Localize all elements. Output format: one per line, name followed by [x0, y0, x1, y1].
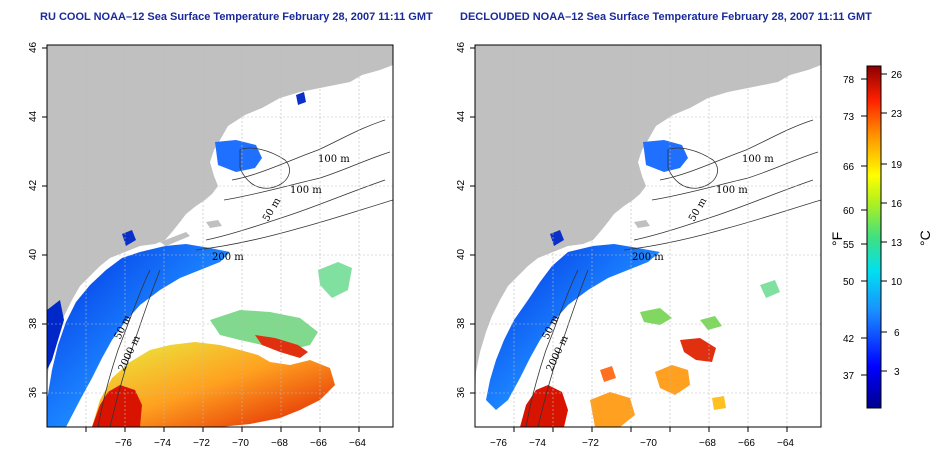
- celsius-tick-label: 3: [894, 367, 900, 378]
- contour-label: 50 m: [261, 196, 283, 224]
- x-tick-label: −70: [640, 438, 657, 449]
- sst-eddy-red: [255, 335, 308, 358]
- sst-warm-patch: [600, 366, 616, 382]
- y-tick-label: 44: [456, 110, 467, 122]
- x-tick-label: −64: [349, 438, 366, 449]
- fahrenheit-tick-label: 73: [843, 112, 855, 123]
- left-x-axis: −76 −74 −72 −70 −68 −66 −64: [85, 427, 366, 449]
- sst-small-blue-w: [550, 230, 564, 246]
- celsius-tick-label: 26: [891, 70, 903, 81]
- sst-gom-patch: [215, 140, 262, 172]
- fahrenheit-tick-label: 66: [843, 162, 855, 173]
- sst-small-blue-w: [122, 230, 136, 246]
- x-tick-label: −76: [490, 438, 507, 449]
- x-tick-label: −66: [310, 438, 327, 449]
- celsius-tick-label: 19: [891, 160, 903, 171]
- sst-gom-patch: [643, 140, 688, 172]
- fahrenheit-tick-label: 60: [843, 206, 855, 217]
- bathymetry-contours: [525, 119, 821, 427]
- contour-label: 100 m: [716, 185, 748, 196]
- fahrenheit-tick-label: 50: [843, 277, 855, 288]
- fahrenheit-tick-label: 42: [843, 334, 855, 345]
- y-tick-label: 36: [456, 386, 467, 398]
- celsius-tick-label: 13: [891, 238, 903, 249]
- right-map-frame: [474, 44, 822, 428]
- color-scale-bar: 78 73 66 60 55 50 42 37 26 23 19 16 13 1…: [829, 65, 933, 409]
- x-tick-label: −66: [738, 438, 755, 449]
- x-tick-label: −72: [582, 438, 599, 449]
- x-tick-label: −74: [154, 438, 171, 449]
- left-y-axis: 36 38 40 42 44 46: [28, 41, 47, 398]
- sst-chesapeake-cold: [47, 300, 64, 370]
- land-mass: [475, 45, 821, 400]
- y-tick-label: 40: [28, 248, 39, 260]
- celsius-tick-label: 16: [891, 199, 903, 210]
- x-tick-label: −74: [529, 438, 546, 449]
- sst-eddy-green: [210, 310, 318, 350]
- x-tick-label: −64: [777, 438, 794, 449]
- right-x-axis: −76 −74 −72 −70 −68 −66 −64: [490, 427, 794, 449]
- y-tick-label: 46: [456, 41, 467, 53]
- island-nantucket: [634, 220, 650, 228]
- contour-label: 200 m: [212, 252, 244, 263]
- y-tick-label: 42: [28, 179, 39, 191]
- sst-warm-core: [92, 385, 142, 427]
- left-map-frame: [46, 44, 394, 428]
- fahrenheit-tick-label: 78: [843, 75, 855, 86]
- sst-eddy-red: [680, 338, 716, 362]
- sst-gulfstream-warm: [92, 342, 335, 427]
- island-nantucket: [206, 220, 222, 228]
- contour-label: 200 m: [632, 252, 664, 263]
- grid-lines: [47, 45, 393, 427]
- y-tick-label: 44: [28, 110, 39, 122]
- x-tick-label: −68: [271, 438, 288, 449]
- sst-coastal-cold: [47, 244, 230, 427]
- island-longisland: [160, 232, 190, 246]
- fahrenheit-unit-label: °F: [829, 232, 845, 246]
- contour-label: 100 m: [742, 154, 774, 165]
- sst-warm-patch: [712, 396, 726, 410]
- sst-warm-patch: [655, 365, 690, 395]
- right-map-panel: 100 m 100 m 50 m 200 m 50 m 2000 m −76 −…: [456, 41, 822, 449]
- right-y-axis: 36 38 40 42 44 46: [456, 41, 475, 398]
- y-tick-label: 38: [28, 317, 39, 329]
- grid-lines: [475, 45, 821, 427]
- sst-eddy-green: [700, 316, 722, 330]
- right-panel-title: DECLOUDED NOAA–12 Sea Surface Temperatur…: [460, 11, 872, 23]
- sst-eddy-green: [640, 308, 672, 325]
- fahrenheit-tick-label: 37: [843, 371, 855, 382]
- left-map-panel: 100 m 100 m 50 m 200 m 50 m 2000 m −76 −…: [28, 41, 394, 449]
- land-mass: [47, 45, 393, 400]
- y-tick-label: 40: [456, 248, 467, 260]
- left-panel-title: RU COOL NOAA–12 Sea Surface Temperature …: [40, 11, 433, 23]
- sst-small-blue-nw: [296, 92, 306, 105]
- x-tick-label: −76: [115, 438, 132, 449]
- y-tick-label: 46: [28, 41, 39, 53]
- sst-offshore-patch: [760, 280, 780, 298]
- x-tick-label: −68: [699, 438, 716, 449]
- contour-label: 100 m: [318, 154, 350, 165]
- x-tick-label: −70: [232, 438, 249, 449]
- celsius-unit-label: °C: [917, 230, 933, 246]
- fahrenheit-tick-label: 55: [843, 240, 855, 251]
- contour-label: 100 m: [290, 185, 322, 196]
- celsius-tick-label: 10: [891, 277, 903, 288]
- colorbar-gradient: [866, 65, 882, 409]
- y-tick-label: 42: [456, 179, 467, 191]
- sst-warm-patch: [590, 392, 635, 427]
- x-tick-label: −72: [193, 438, 210, 449]
- celsius-tick-label: 6: [894, 328, 900, 339]
- y-tick-label: 38: [456, 317, 467, 329]
- y-tick-label: 36: [28, 386, 39, 398]
- sst-offshore-patch: [318, 262, 352, 298]
- celsius-tick-label: 23: [891, 109, 903, 120]
- sst-warm-core: [520, 385, 568, 427]
- sst-coastal-cold: [486, 244, 660, 410]
